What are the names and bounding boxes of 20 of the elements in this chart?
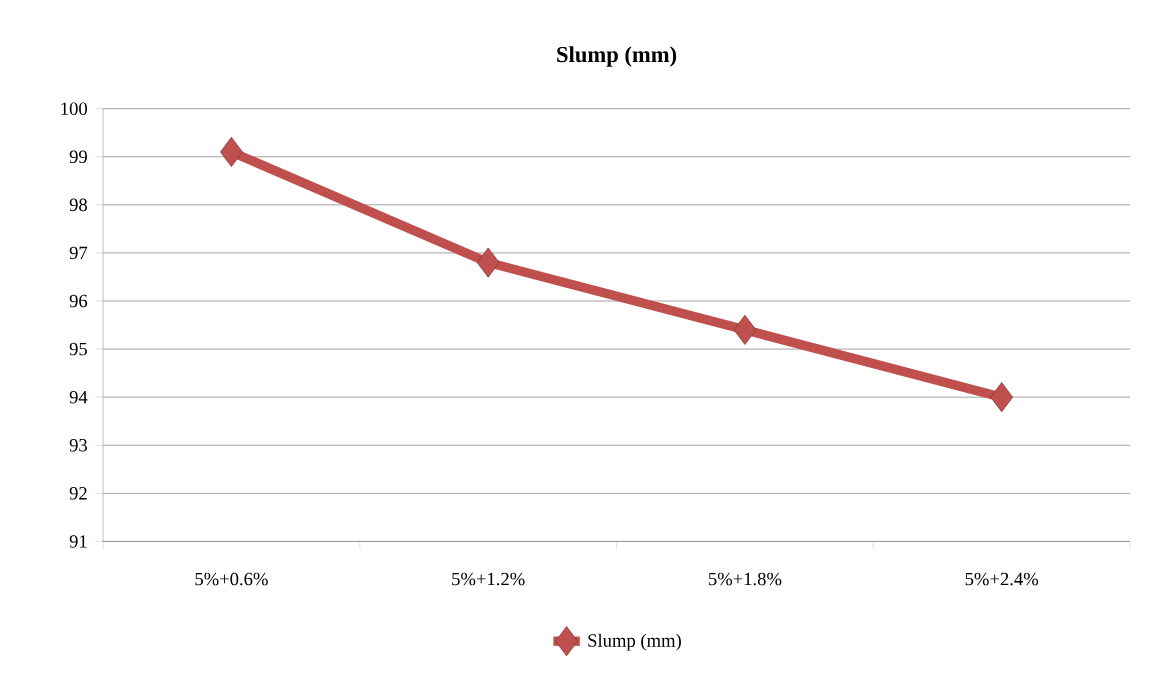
legend-label: Slump (mm) [588,633,681,651]
chart-title: Slump (mm) [557,46,677,67]
y-tick-label: 91 [69,535,87,548]
point [220,136,243,167]
y-tick-label: 100 [61,102,87,115]
y-tick-label: 92 [69,487,87,500]
point [476,247,500,278]
point [990,382,1014,413]
y-tick-label: 96 [69,294,88,308]
y-tick-label: 98 [69,198,87,212]
y-tick-label: 97 [69,246,88,260]
x-tick-label: 5%+1.2% [452,572,525,586]
x-tick-label: 5%+0.6% [195,572,268,586]
x-tick-label: 5%+1.8% [708,572,782,586]
y-tick-label: 99 [69,150,87,163]
y-tick-label: 95 [69,342,87,356]
y-tick-label: 93 [69,438,87,452]
x-tick-label: 5%+2.4% [965,572,1039,586]
point [733,314,757,345]
y-tick-label: 94 [69,390,88,404]
